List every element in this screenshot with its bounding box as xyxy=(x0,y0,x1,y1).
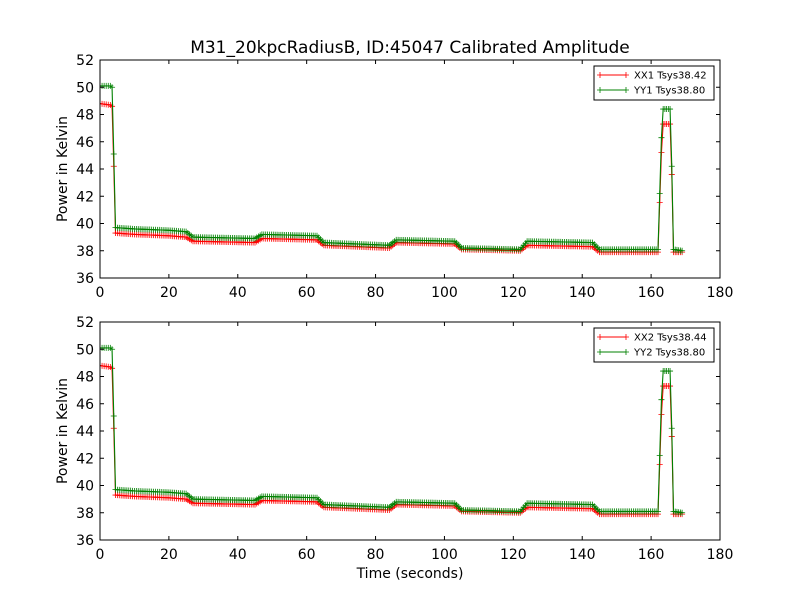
y-axis-label: Power in Kelvin xyxy=(55,116,71,222)
legend-marker xyxy=(597,349,603,355)
x-tick-label: 80 xyxy=(367,547,385,563)
legend-marker xyxy=(597,334,603,340)
data-point xyxy=(668,425,675,432)
data-point xyxy=(658,396,665,403)
legend-marker xyxy=(623,349,629,355)
plot-panel-bottom: 0 20 40 60 80 100 120 140 160 180 36 38 40 42 44 46 48 50… xyxy=(55,315,733,582)
x-axis-label: Time (seconds) xyxy=(356,566,464,582)
y-tick-label: 44 xyxy=(76,162,94,178)
x-tick-label: 100 xyxy=(431,547,458,563)
x-tick-label: 120 xyxy=(500,285,527,301)
x-tick-label: 160 xyxy=(638,285,665,301)
data-point xyxy=(110,413,117,420)
x-tick-label: 40 xyxy=(229,547,247,563)
y-tick-label: 44 xyxy=(76,424,94,440)
y-tick-label: 40 xyxy=(76,217,94,233)
y-tick-label: 50 xyxy=(76,342,94,358)
y-tick-label: 52 xyxy=(76,53,94,69)
legend-marker xyxy=(623,334,629,340)
data-point xyxy=(667,368,674,375)
y-tick-label: 38 xyxy=(76,506,94,522)
x-tick-label: 0 xyxy=(96,285,105,301)
data-point xyxy=(656,452,663,459)
x-tick-label: 120 xyxy=(500,547,527,563)
data-point xyxy=(658,134,665,141)
x-tick-label: 20 xyxy=(160,547,178,563)
x-tick-label: 100 xyxy=(431,285,458,301)
legend-marker xyxy=(623,72,629,78)
x-tick-label: 180 xyxy=(707,285,734,301)
y-tick-label: 48 xyxy=(76,370,94,386)
legend-label: XX2 Tsys38.44 xyxy=(634,333,707,344)
data-point xyxy=(679,509,686,516)
y-tick-label: 46 xyxy=(76,397,94,413)
y-tick-label: 40 xyxy=(76,479,94,495)
x-tick-label: 140 xyxy=(569,547,596,563)
legend-marker xyxy=(623,87,629,93)
series-yy xyxy=(100,344,686,516)
x-tick-label: 180 xyxy=(707,547,734,563)
x-tick-label: 40 xyxy=(229,285,247,301)
x-tick-label: 80 xyxy=(367,285,385,301)
legend-marker xyxy=(597,87,603,93)
data-point xyxy=(668,163,675,170)
series-line xyxy=(100,365,683,515)
legend-label: YY1 Tsys38.80 xyxy=(633,86,705,97)
x-tick-label: 160 xyxy=(638,547,665,563)
legend-marker xyxy=(597,72,603,78)
y-axis-label: Power in Kelvin xyxy=(55,378,71,484)
legend: XX1 Tsys38.42 YY1 Tsys38.80 xyxy=(593,65,715,101)
series-yy xyxy=(100,82,686,254)
data-point xyxy=(110,151,117,158)
y-tick-label: 50 xyxy=(76,80,94,96)
data-point xyxy=(109,84,116,91)
series-line xyxy=(100,85,683,252)
x-tick-label: 140 xyxy=(569,285,596,301)
data-point xyxy=(679,247,686,254)
data-point xyxy=(656,190,663,197)
legend: XX2 Tsys38.44 YY2 Tsys38.80 xyxy=(593,327,715,363)
data-point xyxy=(655,246,661,253)
x-tick-label: 60 xyxy=(298,285,316,301)
x-tick-label: 0 xyxy=(96,547,105,563)
legend-box xyxy=(593,327,715,363)
y-tick-label: 48 xyxy=(76,108,94,124)
y-tick-label: 36 xyxy=(76,271,94,287)
data-point xyxy=(655,508,661,515)
series-line xyxy=(100,103,683,253)
x-tick-label: 20 xyxy=(160,285,178,301)
data-point xyxy=(109,346,116,353)
y-tick-label: 52 xyxy=(76,315,94,331)
y-tick-label: 36 xyxy=(76,533,94,549)
legend-label: XX1 Tsys38.42 xyxy=(634,71,707,82)
chart-title: M31_20kpcRadiusB, ID:45047 Calibrated Am… xyxy=(190,38,630,58)
y-tick-label: 38 xyxy=(76,244,94,260)
legend-box xyxy=(593,65,715,101)
y-tick-label: 42 xyxy=(76,189,94,205)
series-line xyxy=(100,347,683,514)
y-tick-label: 42 xyxy=(76,451,94,467)
x-tick-label: 60 xyxy=(298,547,316,563)
legend-label: YY2 Tsys38.80 xyxy=(633,348,705,359)
y-tick-label: 46 xyxy=(76,135,94,151)
data-point xyxy=(667,106,674,113)
plot-panel-top: 0 20 40 60 80 100 120 140 160 180 36 38 40 42 44 46 48 50… xyxy=(55,53,733,301)
